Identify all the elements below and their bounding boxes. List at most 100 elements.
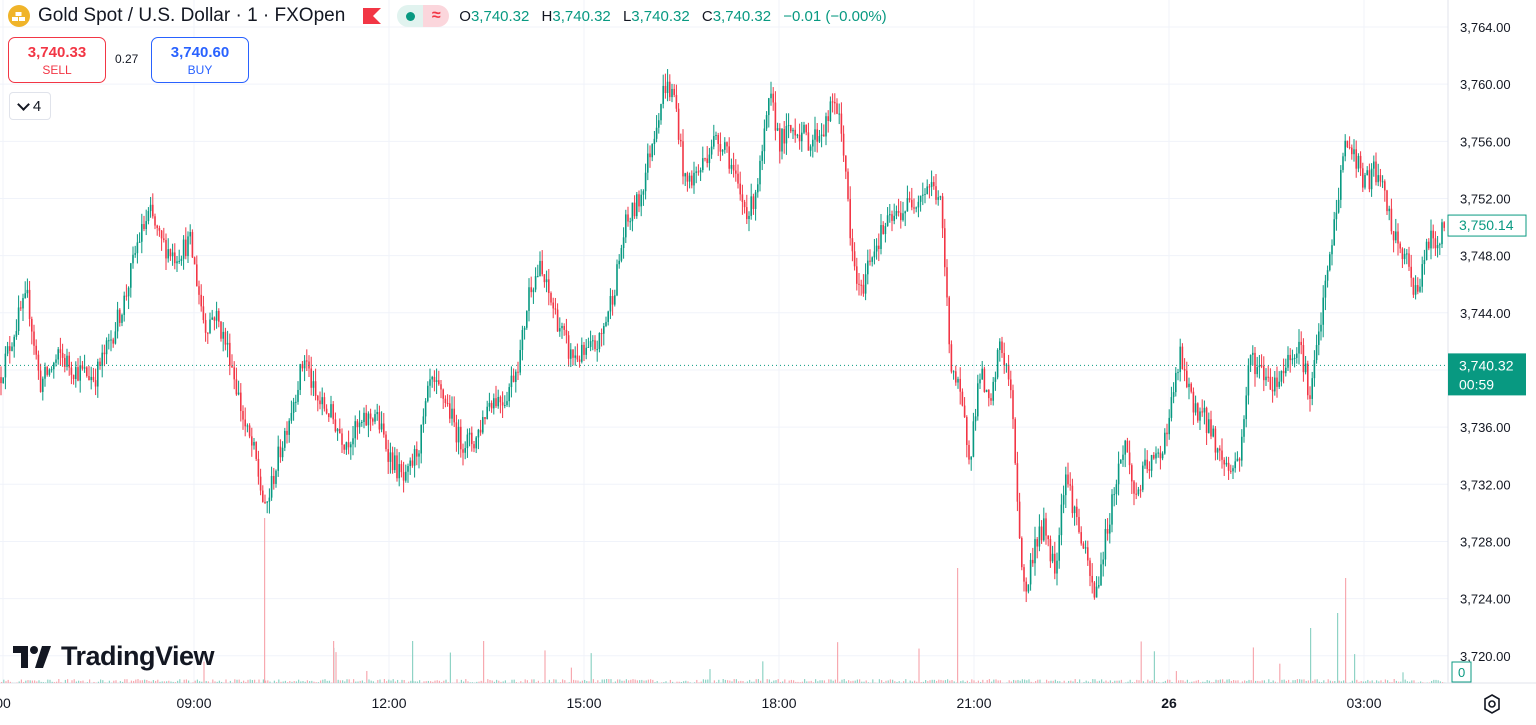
buy-button[interactable]: 3,740.60 BUY bbox=[151, 37, 249, 83]
candle-body bbox=[70, 367, 73, 375]
volume-bar bbox=[911, 681, 913, 683]
candle-body bbox=[719, 143, 722, 152]
candle-body bbox=[1401, 248, 1404, 260]
tradingview-logo[interactable]: TradingView bbox=[13, 641, 215, 672]
volume-bar bbox=[779, 681, 781, 683]
volume-bar bbox=[1090, 682, 1092, 683]
candle-body bbox=[1010, 379, 1012, 391]
volume-bar bbox=[1219, 679, 1221, 683]
volume-bar bbox=[1114, 680, 1116, 683]
volume-bar bbox=[113, 680, 115, 683]
volume-bar bbox=[883, 682, 885, 683]
candle-body bbox=[603, 326, 605, 334]
candle-body bbox=[717, 135, 719, 144]
volume-bar bbox=[771, 681, 773, 683]
volume-bar bbox=[898, 681, 900, 683]
indicators-toggle-button[interactable]: 4 bbox=[9, 92, 51, 120]
candle-body bbox=[1128, 452, 1131, 466]
volume-bar bbox=[432, 681, 434, 683]
volume-bar bbox=[5, 681, 7, 683]
volume-bar bbox=[1076, 682, 1078, 683]
volume-bar bbox=[603, 679, 605, 683]
volume-bar bbox=[1182, 680, 1184, 683]
volume-bar bbox=[243, 680, 245, 683]
candle-body bbox=[726, 142, 728, 147]
volume-spike bbox=[1345, 578, 1347, 683]
candle-body bbox=[814, 129, 816, 140]
time-axis[interactable]: 00 09:00 12:00 15:00 18:00 21:00 26 03:00 bbox=[0, 695, 1382, 711]
candle-body bbox=[521, 329, 524, 350]
candle-body bbox=[1018, 501, 1021, 539]
candle-body bbox=[176, 261, 178, 264]
volume-bar bbox=[1244, 680, 1246, 683]
candle-body bbox=[1192, 391, 1195, 413]
volume-bar bbox=[298, 679, 300, 683]
volume-bar bbox=[1371, 680, 1373, 683]
volume-bar bbox=[1378, 681, 1380, 683]
candle-body bbox=[1412, 277, 1415, 295]
candle-body bbox=[1131, 465, 1133, 482]
volume-bar bbox=[1290, 682, 1292, 683]
candle-body bbox=[693, 172, 695, 186]
volume-bar bbox=[339, 680, 341, 683]
flag-icon[interactable] bbox=[363, 8, 382, 24]
volume-bar bbox=[1327, 679, 1329, 683]
candle-body bbox=[1183, 368, 1186, 371]
volume-bar bbox=[126, 679, 128, 683]
candle-body bbox=[1137, 489, 1140, 495]
volume-bar bbox=[1096, 681, 1098, 683]
candle-body bbox=[853, 251, 856, 267]
candle-body bbox=[1036, 539, 1038, 547]
candle-body bbox=[2, 377, 4, 384]
volume-bar bbox=[89, 679, 91, 683]
volume-bar bbox=[1134, 682, 1136, 683]
volume-bar bbox=[1325, 682, 1327, 683]
settings-icon[interactable] bbox=[1482, 694, 1502, 714]
candle-body bbox=[336, 428, 339, 432]
candle-body bbox=[585, 347, 587, 355]
candle-body bbox=[1159, 452, 1162, 459]
volume-bar bbox=[1250, 680, 1252, 683]
candle-body bbox=[761, 151, 763, 161]
candle-body bbox=[427, 385, 429, 402]
volume-bar bbox=[225, 679, 227, 683]
volume-bar bbox=[25, 680, 27, 683]
candle-body bbox=[517, 371, 519, 373]
volume-bar bbox=[1068, 680, 1070, 683]
candle-body bbox=[1436, 245, 1439, 249]
ohlc-open-value: 3,740.32 bbox=[470, 7, 530, 25]
gold-bars-icon[interactable] bbox=[8, 5, 30, 27]
volume-bar bbox=[471, 682, 473, 683]
candle-body bbox=[1331, 245, 1333, 255]
volume-bar bbox=[1393, 679, 1395, 683]
candle-body bbox=[882, 225, 884, 235]
volume-bar bbox=[628, 680, 630, 683]
candle-body bbox=[873, 251, 876, 258]
volume-bar bbox=[144, 679, 146, 683]
volume-bar bbox=[782, 681, 784, 683]
volume-bar bbox=[599, 682, 601, 683]
candle-body bbox=[231, 365, 233, 368]
volume-bar bbox=[843, 679, 845, 683]
symbol-title[interactable]: Gold Spot / U.S. Dollar · 1 · FXOpen bbox=[38, 5, 346, 26]
candle-body bbox=[510, 375, 513, 388]
candle-body bbox=[1113, 494, 1115, 496]
market-status-pill[interactable]: ≈ bbox=[397, 5, 450, 27]
volume-bar bbox=[1072, 681, 1074, 683]
volume-bar bbox=[1061, 682, 1063, 683]
volume-bar bbox=[1103, 681, 1105, 683]
sell-button[interactable]: 3,740.33 SELL bbox=[8, 37, 106, 83]
candle-body bbox=[189, 232, 191, 237]
volume-bar bbox=[174, 682, 176, 683]
candle-body bbox=[110, 339, 112, 341]
candle-body bbox=[915, 207, 917, 209]
volume-bar bbox=[1246, 681, 1248, 683]
price-axis[interactable]: 3,764.00 3,760.00 3,756.00 3,752.00 3,748.00… bbox=[1460, 20, 1511, 664]
candle-body bbox=[1329, 254, 1331, 271]
candle-body bbox=[165, 239, 167, 259]
candle-body bbox=[1368, 170, 1371, 190]
volume-bar bbox=[718, 679, 720, 683]
candle-body bbox=[970, 456, 972, 460]
volume-bar bbox=[1235, 680, 1237, 683]
